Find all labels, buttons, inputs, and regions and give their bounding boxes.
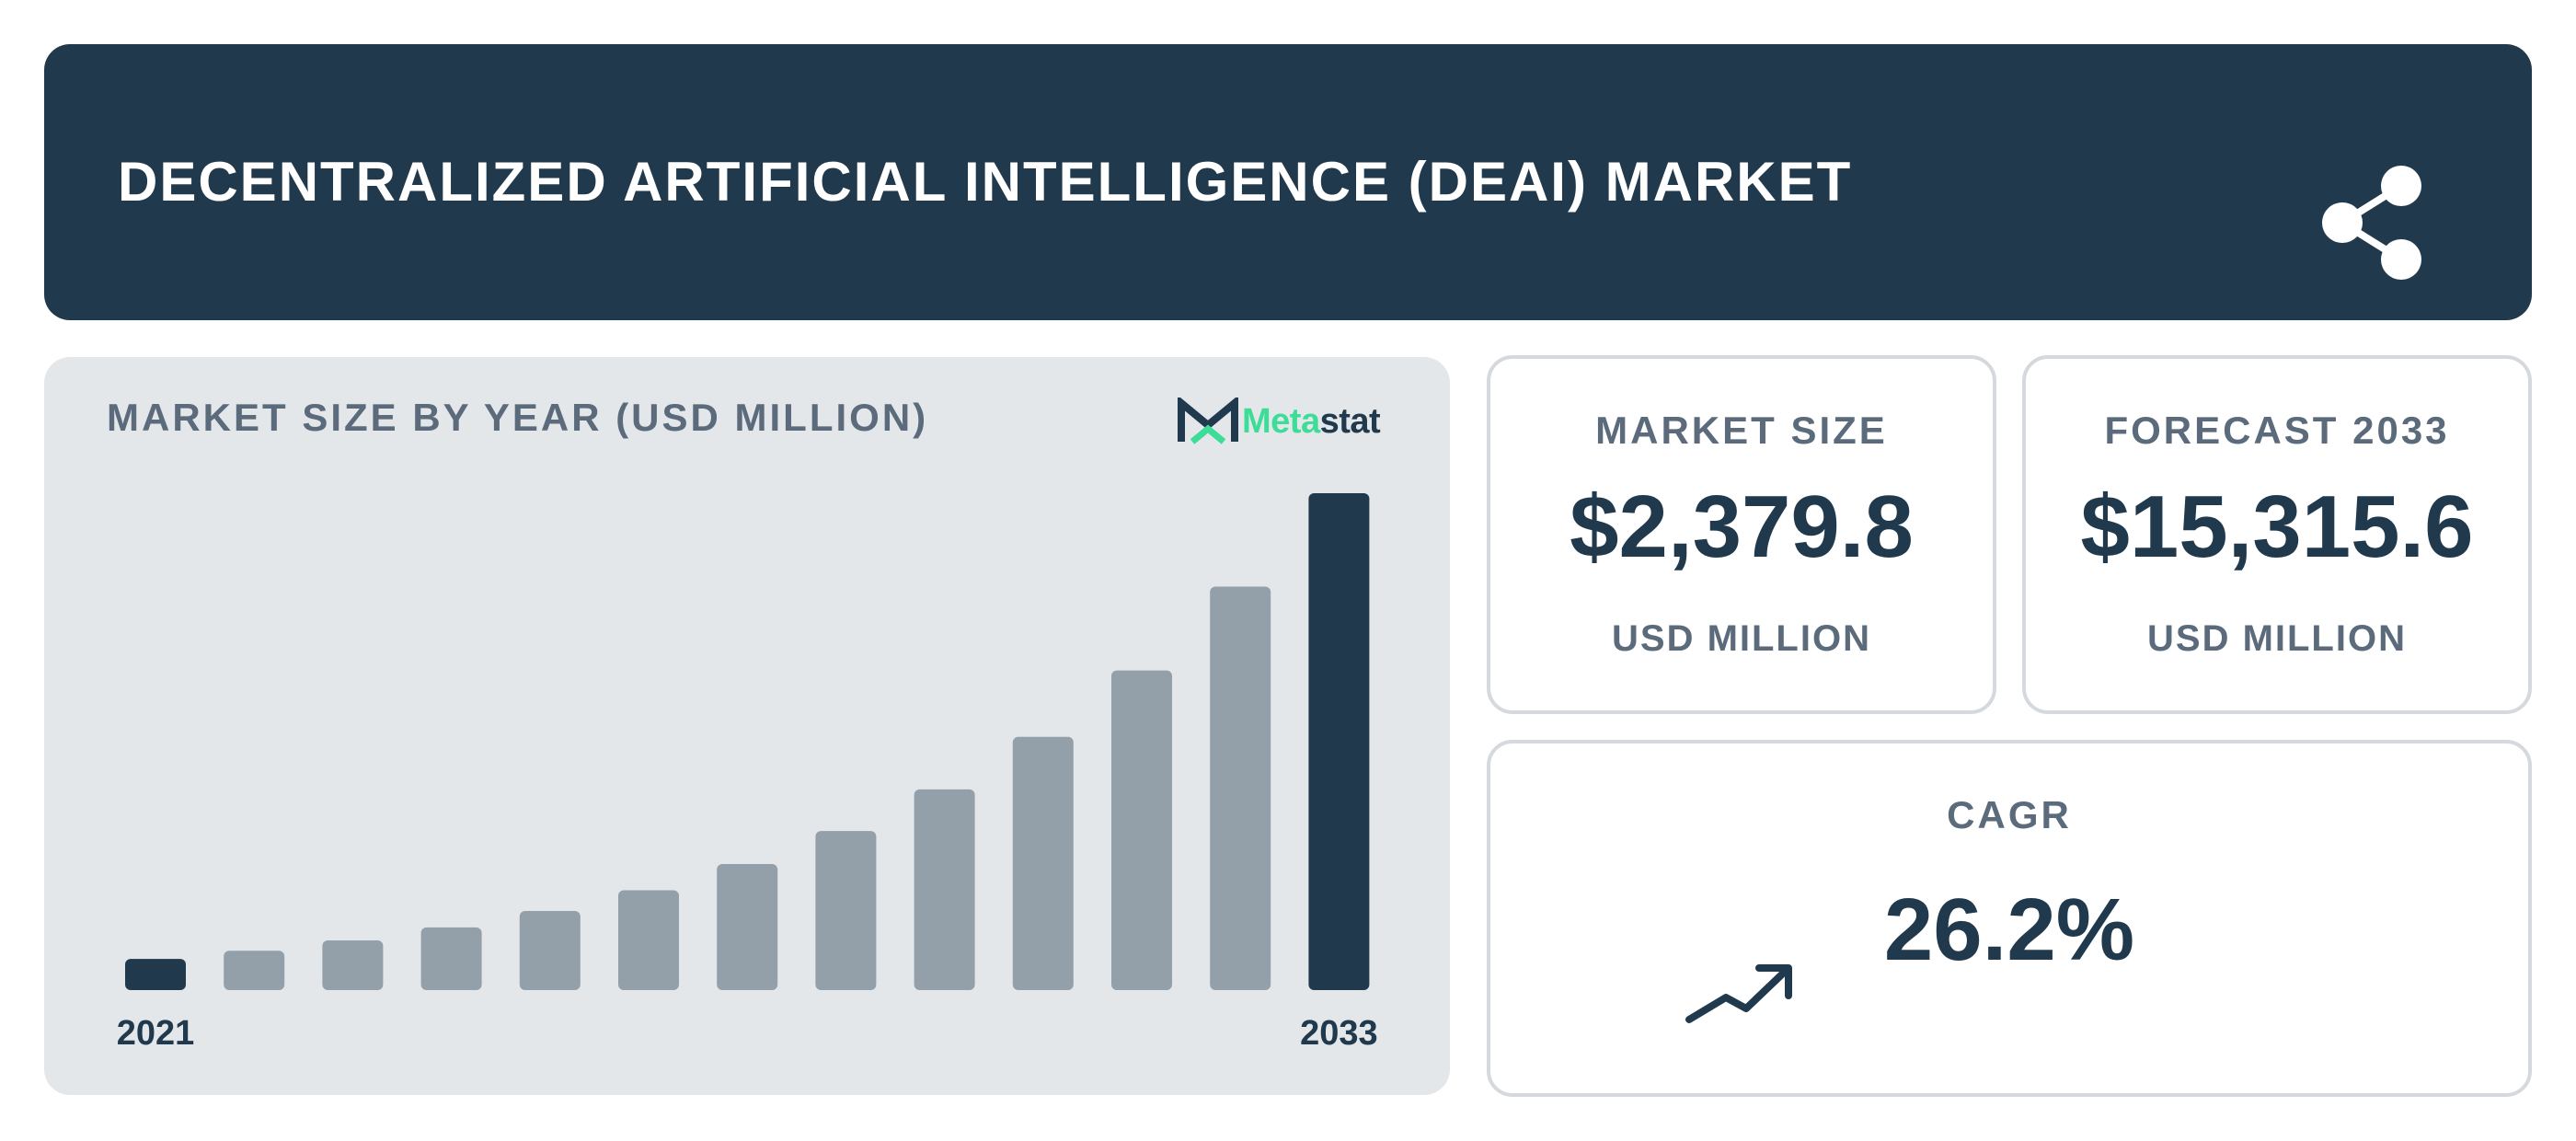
bar-2028: [815, 831, 877, 990]
bar-2031: [1111, 670, 1172, 990]
bar-2023: [322, 939, 384, 990]
bar-2025: [519, 910, 581, 990]
metastat-logo-icon: [1178, 398, 1238, 444]
cagr-card: CAGR 26.2%: [1487, 740, 2532, 1097]
market-size-chart-panel: MARKET SIZE BY YEAR (USD MILLION) Metast…: [44, 357, 1450, 1095]
trend-up-icon: [1685, 964, 1792, 1023]
market-size-value: $2,379.8: [1570, 478, 1914, 576]
bar-2032: [1210, 586, 1271, 990]
page-title: DECENTRALIZED ARTIFICIAL INTELLIGENCE (D…: [118, 151, 1853, 213]
forecast-unit: USD MILLION: [2147, 618, 2407, 659]
forecast-value: $15,315.6: [2080, 478, 2474, 576]
metastat-logo: Metastat: [1178, 394, 1381, 449]
bar-2027: [717, 864, 778, 990]
cagr-label: CAGR: [1947, 793, 2072, 836]
bar-2021: [125, 959, 186, 990]
share-icon[interactable]: [2317, 164, 2445, 293]
forecast-card: FORECAST 2033 $15,315.6 USD MILLION: [2022, 355, 2532, 714]
bar-2024: [420, 927, 482, 990]
x-tick-label-2021: 2021: [117, 1014, 195, 1053]
bar-2029: [914, 789, 975, 990]
x-tick-label-2033: 2033: [1300, 1014, 1378, 1053]
forecast-label: FORECAST 2033: [2104, 409, 2450, 452]
header-banner: DECENTRALIZED ARTIFICIAL INTELLIGENCE (D…: [44, 44, 2532, 320]
bar-2030: [1012, 736, 1074, 990]
bar-2022: [224, 951, 285, 990]
market-size-unit: USD MILLION: [1612, 618, 1871, 659]
market-size-card: MARKET SIZE $2,379.8 USD MILLION: [1487, 355, 1996, 714]
metastat-logo-text: Metastat: [1242, 401, 1381, 441]
bar-2026: [618, 890, 679, 990]
cagr-value: 26.2%: [1883, 881, 2135, 979]
bar-2033: [1308, 493, 1370, 990]
chart-title: MARKET SIZE BY YEAR (USD MILLION): [107, 396, 929, 439]
market-size-label: MARKET SIZE: [1595, 409, 1888, 452]
bar-chart: 2021 2033: [117, 493, 1378, 1053]
